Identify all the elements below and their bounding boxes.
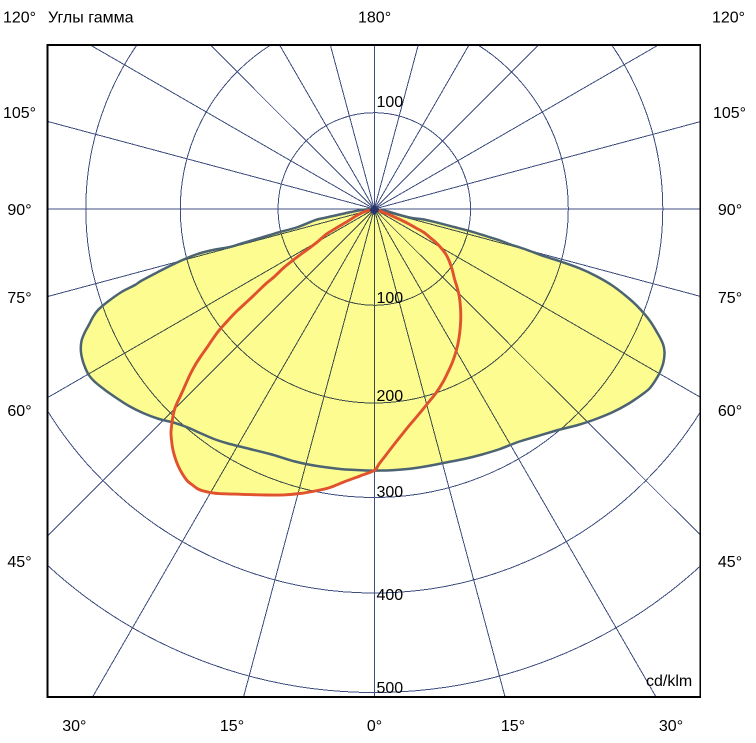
svg-text:75°: 75°: [718, 290, 742, 307]
svg-text:45°: 45°: [7, 554, 31, 571]
svg-text:120°: 120°: [3, 10, 36, 27]
svg-text:0°: 0°: [367, 718, 382, 735]
svg-text:200: 200: [377, 388, 404, 405]
svg-text:60°: 60°: [718, 403, 742, 420]
svg-text:45°: 45°: [718, 554, 742, 571]
svg-text:120°: 120°: [712, 10, 745, 27]
svg-text:100: 100: [377, 290, 404, 307]
svg-text:105°: 105°: [3, 105, 36, 122]
svg-text:90°: 90°: [7, 202, 31, 219]
svg-text:Углы гамма: Углы гамма: [48, 10, 134, 27]
svg-text:90°: 90°: [718, 202, 742, 219]
svg-text:60°: 60°: [7, 403, 31, 420]
svg-text:180°: 180°: [358, 10, 391, 27]
svg-text:105°: 105°: [713, 105, 746, 122]
svg-text:300: 300: [377, 484, 404, 501]
svg-text:cd/klm: cd/klm: [646, 673, 692, 690]
svg-text:15°: 15°: [501, 718, 525, 735]
svg-text:500: 500: [377, 680, 404, 697]
svg-text:100: 100: [377, 94, 404, 111]
svg-text:30°: 30°: [62, 718, 86, 735]
svg-text:15°: 15°: [220, 718, 244, 735]
svg-text:30°: 30°: [659, 718, 683, 735]
svg-text:75°: 75°: [7, 290, 31, 307]
svg-text:400: 400: [377, 587, 404, 604]
